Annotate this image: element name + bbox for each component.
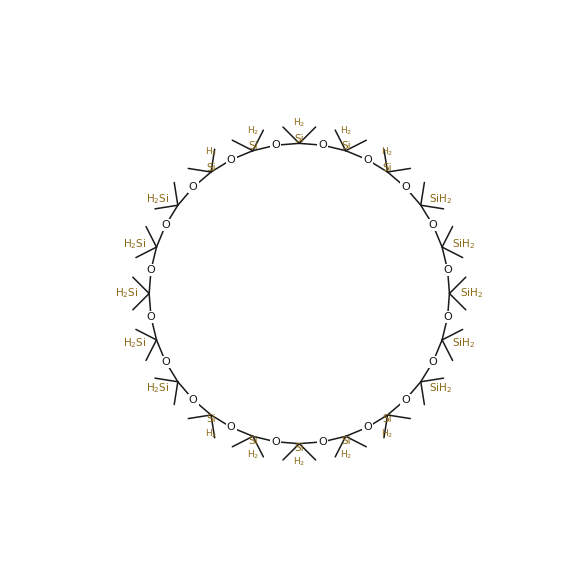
Text: $\mathrm{H_2}$: $\mathrm{H_2}$ [205,146,217,158]
Text: Si: Si [248,142,258,152]
Text: O: O [318,437,327,447]
Text: $\mathrm{H_2}$: $\mathrm{H_2}$ [339,449,352,461]
Text: $\mathrm{H_2}$: $\mathrm{H_2}$ [247,449,259,461]
Text: $\mathrm{H_2}$Si: $\mathrm{H_2}$Si [123,336,146,350]
Text: O: O [443,312,452,322]
Text: Si: Si [294,443,304,453]
Text: Si: Si [248,436,258,446]
Text: $\mathrm{H_2}$: $\mathrm{H_2}$ [247,125,259,137]
Text: O: O [363,154,372,165]
Text: O: O [401,183,410,192]
Text: Si: Si [206,414,216,424]
Text: O: O [189,395,197,405]
Text: SiH$_2$: SiH$_2$ [453,237,475,250]
Text: $\mathrm{H_2}$: $\mathrm{H_2}$ [381,427,394,440]
Text: $\mathrm{H_2}$: $\mathrm{H_2}$ [293,117,305,129]
Text: O: O [318,140,327,150]
Text: Si: Si [383,414,392,424]
Text: O: O [227,154,235,165]
Text: SiH$_2$: SiH$_2$ [460,287,484,301]
Text: O: O [429,221,437,230]
Text: O: O [227,422,235,432]
Text: $\mathrm{H_2}$Si: $\mathrm{H_2}$Si [123,237,146,250]
Text: $\mathrm{H_2}$Si: $\mathrm{H_2}$Si [145,381,169,395]
Text: Si: Si [341,436,350,446]
Text: SiH$_2$: SiH$_2$ [453,336,475,350]
Text: $\mathrm{H_2}$: $\mathrm{H_2}$ [293,456,305,469]
Text: Si: Si [206,163,216,173]
Text: $\mathrm{H_2}$Si: $\mathrm{H_2}$Si [115,287,138,301]
Text: $\mathrm{H_2}$: $\mathrm{H_2}$ [381,146,394,158]
Text: $\mathrm{H_2}$: $\mathrm{H_2}$ [339,125,352,137]
Text: SiH$_2$: SiH$_2$ [429,192,453,206]
Text: Si: Si [383,163,392,173]
Text: Si: Si [294,134,304,144]
Text: O: O [147,265,155,275]
Text: O: O [443,265,452,275]
Text: O: O [363,422,372,432]
Text: O: O [189,183,197,192]
Text: $\mathrm{H_2}$Si: $\mathrm{H_2}$Si [145,192,169,206]
Text: O: O [161,357,170,367]
Text: O: O [272,437,280,447]
Text: Si: Si [341,142,350,152]
Text: O: O [401,395,410,405]
Text: O: O [147,312,155,322]
Text: O: O [161,221,170,230]
Text: O: O [272,140,280,150]
Text: $\mathrm{H_2}$: $\mathrm{H_2}$ [205,427,217,440]
Text: O: O [429,357,437,367]
Text: SiH$_2$: SiH$_2$ [429,381,453,395]
